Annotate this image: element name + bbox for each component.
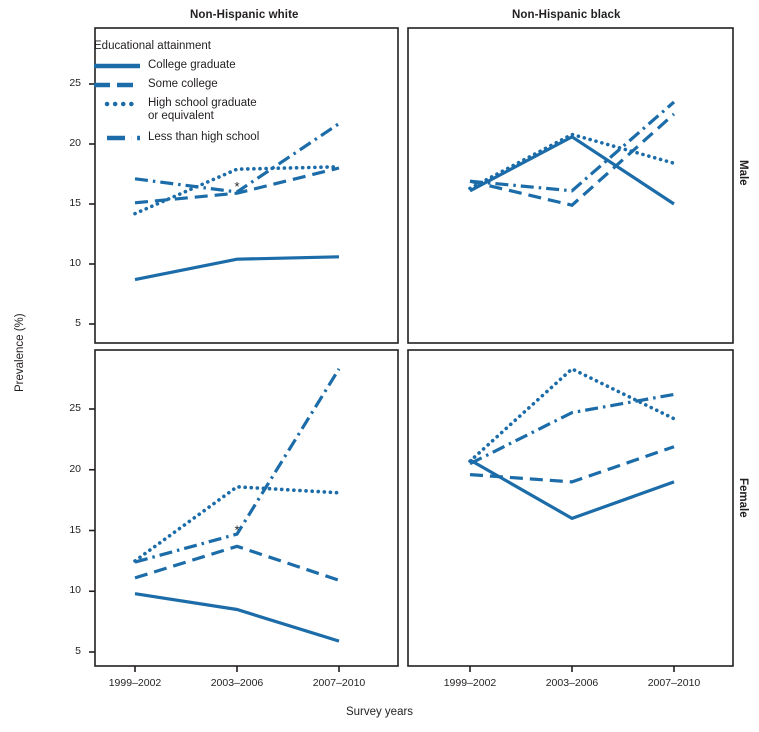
legend-entry: College graduate — [94, 59, 259, 74]
legend-line-swatch-dashed — [94, 78, 140, 90]
y-tick-label: 15 — [69, 197, 81, 209]
series-line — [469, 392, 675, 466]
panel-frame-nhw-male — [94, 27, 399, 344]
series-line — [469, 458, 675, 521]
series-line — [134, 255, 340, 282]
series-line — [134, 544, 340, 582]
legend-line-swatch-dash-dot — [94, 131, 140, 143]
y-tick-label: 25 — [69, 402, 81, 414]
series-line — [134, 122, 340, 194]
x-tick-label: 2007–2010 — [647, 677, 701, 689]
x-tick-label: 2007–2010 — [312, 677, 366, 689]
x-tick-label: 1999–2002 — [108, 677, 162, 689]
series-line — [468, 132, 676, 191]
y-tick-label: 10 — [69, 257, 81, 269]
legend-title: Educational attainment — [94, 40, 211, 52]
y-tick-label: 20 — [69, 137, 81, 149]
series-line — [469, 134, 675, 206]
series-line — [468, 366, 676, 463]
x-tick-label: 2003–2006 — [210, 677, 264, 689]
column-title-non-hispanic-black: Non-Hispanic black — [512, 9, 621, 21]
legend-entry-label: Less than high school — [148, 131, 260, 143]
significance-asterisk: * — [234, 179, 239, 194]
y-tick-label: 10 — [69, 584, 81, 597]
series-line — [134, 592, 340, 643]
y-tick-label: 5 — [75, 645, 81, 657]
y-tick-label: 25 — [69, 77, 81, 89]
legend: Educational attainment College graduate S… — [94, 40, 259, 150]
legend-entry-label: Some college — [148, 78, 218, 90]
y-tick-label: 20 — [69, 462, 81, 475]
legend-line-swatch-solid — [94, 59, 140, 71]
y-tick-label: 15 — [69, 523, 81, 536]
column-title-non-hispanic-white: Non-Hispanic white — [190, 9, 299, 21]
series-line — [469, 112, 676, 207]
x-tick-label: 2003–2006 — [545, 677, 599, 689]
legend-entry: High school graduate or equivalent — [94, 97, 259, 127]
y-tick-label: 5 — [75, 317, 81, 329]
significance-asterisk: * — [234, 523, 239, 538]
legend-entry: Some college — [94, 78, 259, 93]
legend-entry-label: High school graduate or equivalent — [148, 97, 257, 122]
x-axis-title: Survey years — [345, 706, 414, 718]
panel-frame-nhw-female — [94, 349, 399, 667]
legend-entry-label: College graduate — [148, 59, 236, 71]
series-line — [469, 445, 675, 484]
legend-line-swatch-dotted — [94, 97, 140, 109]
legend-entry: Less than high school — [94, 131, 259, 146]
series-line — [134, 368, 341, 564]
panel-frame-nhb-female — [407, 349, 734, 667]
series-line — [133, 165, 341, 216]
legend-entries: College graduate Some college High school … — [94, 59, 259, 146]
series-line — [469, 100, 676, 193]
series-line — [133, 484, 341, 563]
x-tick-label: 1999–2002 — [443, 677, 497, 689]
panel-frame-nhb-male — [407, 27, 734, 344]
